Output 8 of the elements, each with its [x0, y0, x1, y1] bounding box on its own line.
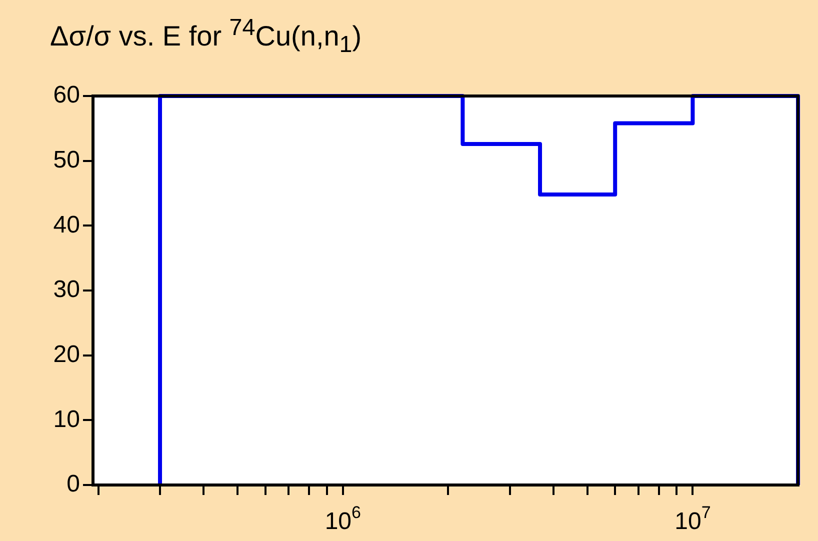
y-tick-label: 0: [66, 470, 80, 498]
y-tick-label: 50: [53, 146, 80, 174]
y-tick-label: 20: [53, 340, 80, 368]
chart-title: Δσ/σ vs. E for $^{74}$Cu(n,n$_{1}$): [50, 14, 362, 58]
y-tick-label: 40: [53, 211, 80, 238]
y-tick-label: 60: [53, 82, 80, 109]
y-tick-label: 30: [53, 276, 80, 304]
y-tick-label: 10: [53, 406, 80, 433]
